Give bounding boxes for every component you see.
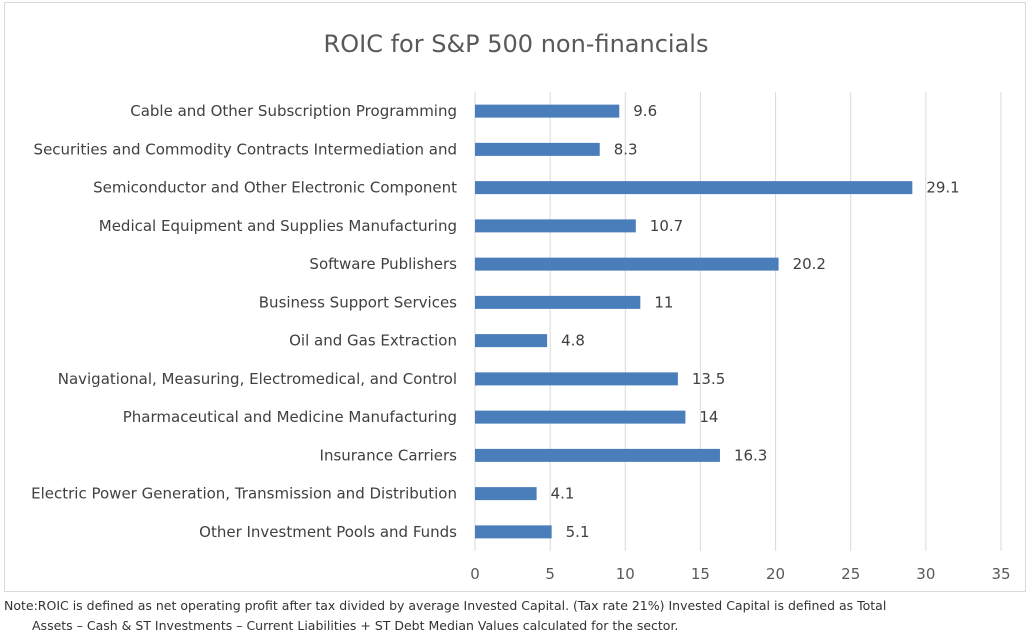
data-labels: 9.6 8.3 29.1 10.7 20.2 11 4.8 13.5 14 16.3 4.1 5.1 [551,102,960,541]
category-label: Insurance Carriers [320,446,458,464]
x-tick-label: 10 [616,565,635,583]
bar [475,181,913,195]
x-tick-label: 20 [766,565,785,583]
data-label: 14 [699,408,718,426]
data-label: 20.2 [793,255,826,273]
data-label: 5.1 [566,523,590,541]
x-tick-label: 5 [545,565,555,583]
category-label: Other Investment Pools and Funds [199,523,457,541]
category-label: Oil and Gas Extraction [289,332,457,350]
data-label: 10.7 [650,217,683,235]
category-label: Software Publishers [309,255,457,273]
bar [475,257,779,271]
data-label: 16.3 [734,446,767,464]
category-label: Pharmaceutical and Medicine Manufacturin… [123,408,457,426]
x-tick-label: 30 [916,565,935,583]
bar [475,525,552,539]
bars [475,104,913,539]
data-label: 11 [654,293,673,311]
category-label: Electric Power Generation, Transmission … [31,485,457,503]
category-labels: Cable and Other Subscription Programming… [31,102,457,541]
data-label: 4.1 [551,485,575,503]
bar [475,219,636,233]
footnote: Note:ROIC is defined as net operating pr… [4,596,1024,636]
chart-title: ROIC for S&P 500 non-financials [324,30,709,58]
bar [475,334,548,348]
data-label: 8.3 [614,140,638,158]
category-label: Semiconductor and Other Electronic Compo… [93,179,457,197]
bar [475,487,537,501]
category-label: Business Support Services [259,293,457,311]
x-axis-ticks: 0 5 10 15 20 25 30 35 [470,565,1010,583]
category-label: Cable and Other Subscription Programming [130,102,457,120]
bar [475,104,620,118]
x-tick-label: 15 [691,565,710,583]
footnote-line-1: Note:ROIC is defined as net operating pr… [4,598,887,613]
bar [475,142,600,156]
category-label: Navigational, Measuring, Electromedical,… [58,370,457,388]
footnote-line-2: Assets – Cash & ST Investments – Current… [32,618,679,633]
x-tick-label: 25 [841,565,860,583]
bar [475,295,641,309]
bar [475,410,686,424]
x-tick-label: 35 [991,565,1010,583]
bar-chart: ROIC for S&P 500 non-financials Cable an… [31,30,1010,583]
bar [475,448,720,462]
data-label: 9.6 [633,102,657,120]
data-label: 4.8 [561,332,585,350]
data-label: 13.5 [692,370,725,388]
bar [475,372,678,386]
category-label: Medical Equipment and Supplies Manufactu… [99,217,457,235]
data-label: 29.1 [926,179,959,197]
category-label: Securities and Commodity Contracts Inter… [34,140,457,158]
x-tick-label: 0 [470,565,480,583]
gridlines [474,92,1002,551]
